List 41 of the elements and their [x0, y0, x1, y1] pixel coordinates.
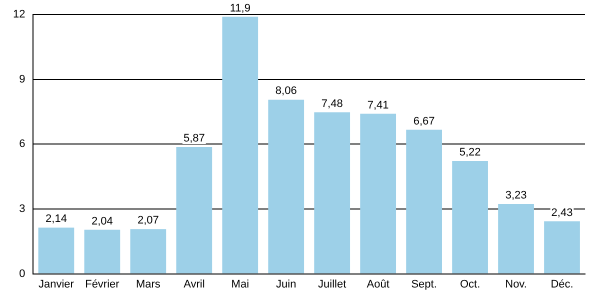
x-tick-label: Février [85, 278, 120, 290]
bar [360, 114, 396, 274]
x-tick-label: Sept. [411, 278, 437, 290]
y-tick-label: 9 [19, 73, 26, 86]
data-label: 5,22 [459, 146, 481, 159]
bar [176, 147, 212, 274]
bar [314, 112, 350, 274]
data-label: 6,67 [413, 115, 435, 128]
bar [498, 204, 534, 274]
data-label: 2,43 [551, 206, 573, 219]
x-tick-label: Janvier [38, 278, 74, 290]
x-tick-label: Mai [231, 278, 250, 290]
y-tick-label: 6 [19, 138, 26, 150]
bar [130, 229, 166, 274]
x-tick-label: Oct. [460, 278, 480, 290]
y-tick-label: 0 [19, 268, 26, 280]
data-label: 2,07 [137, 214, 159, 227]
bar [406, 130, 442, 274]
data-label: 3,23 [505, 190, 527, 202]
x-tick-label: Avril [184, 278, 205, 290]
y-tick-label: 12 [12, 8, 26, 21]
bar [84, 230, 120, 274]
data-label: 8,06 [275, 85, 297, 98]
x-tick-label: Août [366, 278, 390, 290]
bar [268, 100, 304, 274]
bar [222, 16, 258, 274]
data-label: 5,87 [183, 132, 205, 145]
data-label: 2,04 [91, 215, 113, 228]
data-label: 2,14 [46, 213, 67, 226]
x-tick-label: Nov. [505, 278, 527, 290]
data-label: 11,9 [230, 2, 250, 14]
bar [544, 221, 580, 274]
bar [452, 161, 488, 274]
x-tick-label: Juin [276, 278, 296, 290]
x-tick-label: Déc. [550, 278, 574, 290]
bar [38, 228, 74, 274]
data-label: 7,41 [367, 99, 389, 112]
data-label: 7,48 [321, 98, 343, 110]
x-tick-label: Juillet [318, 278, 346, 290]
x-tick-label: Mars [136, 278, 161, 290]
y-tick-label: 3 [19, 203, 26, 216]
